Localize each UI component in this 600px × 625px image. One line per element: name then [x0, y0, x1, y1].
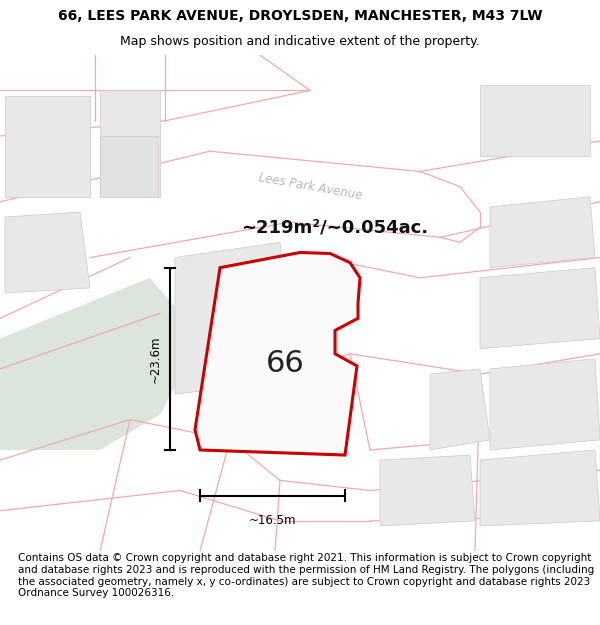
Polygon shape	[100, 136, 158, 197]
Polygon shape	[480, 268, 600, 349]
Text: 66, LEES PARK AVENUE, DROYLSDEN, MANCHESTER, M43 7LW: 66, LEES PARK AVENUE, DROYLSDEN, MANCHES…	[58, 9, 542, 24]
Polygon shape	[480, 450, 600, 526]
Polygon shape	[100, 91, 160, 197]
Text: Map shows position and indicative extent of the property.: Map shows position and indicative extent…	[120, 35, 480, 48]
Text: 66: 66	[266, 349, 304, 378]
Polygon shape	[175, 242, 295, 394]
Text: ~219m²/~0.054ac.: ~219m²/~0.054ac.	[241, 218, 428, 236]
Polygon shape	[480, 86, 590, 156]
Polygon shape	[490, 197, 595, 268]
Text: Lees Park Avenue: Lees Park Avenue	[257, 171, 363, 202]
Polygon shape	[430, 369, 490, 450]
Text: Contains OS data © Crown copyright and database right 2021. This information is : Contains OS data © Crown copyright and d…	[18, 554, 594, 598]
Polygon shape	[380, 455, 475, 526]
Polygon shape	[195, 253, 360, 455]
Text: ~16.5m: ~16.5m	[249, 514, 296, 527]
Polygon shape	[490, 359, 600, 450]
Polygon shape	[5, 212, 90, 293]
Polygon shape	[5, 96, 90, 197]
Polygon shape	[0, 278, 185, 450]
Text: ~23.6m: ~23.6m	[149, 335, 162, 382]
